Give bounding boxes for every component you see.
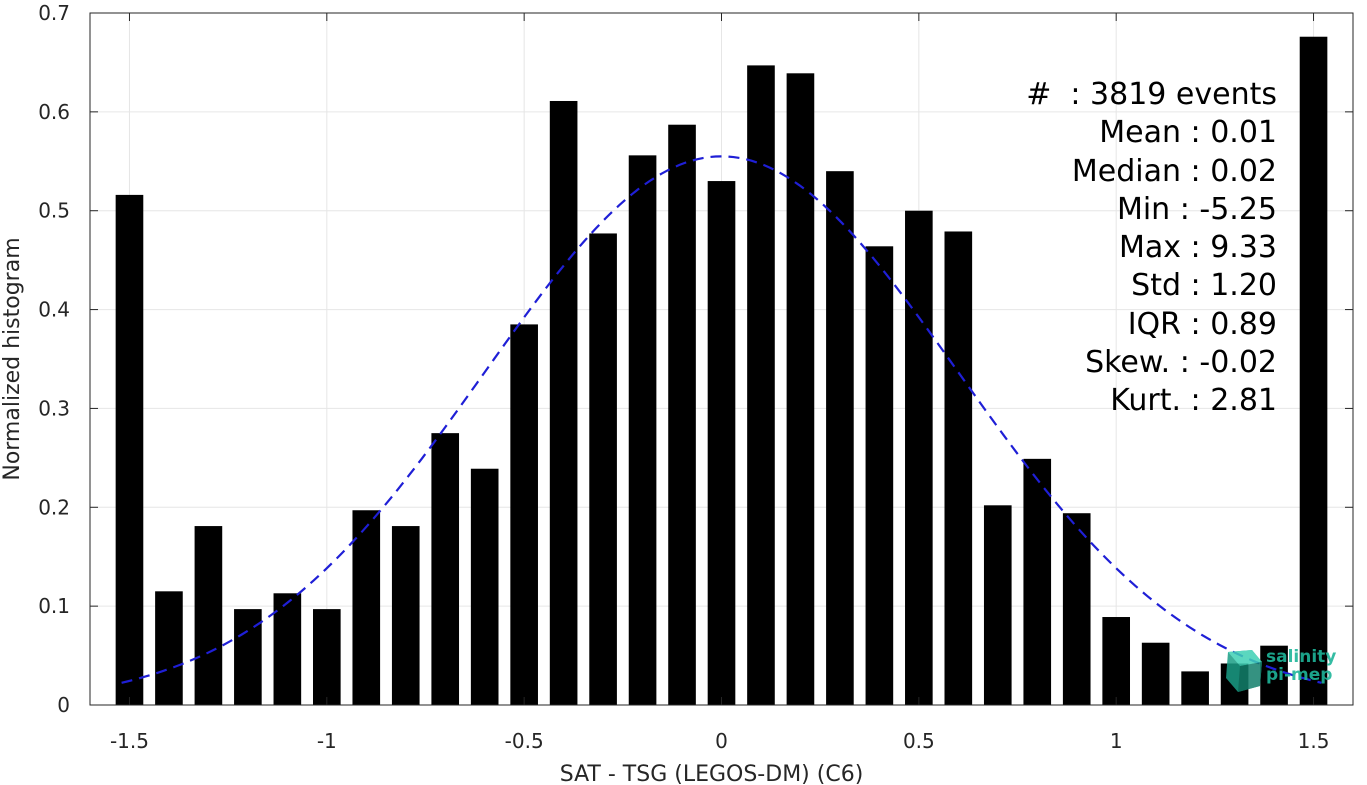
logo-cube-icon (1226, 650, 1262, 692)
histogram-bar (312, 609, 341, 705)
x-tick-label: -1.5 (110, 729, 149, 753)
stat-std: Std : 1.20 (1131, 268, 1277, 304)
histogram-bar (391, 526, 420, 705)
y-tick-label: 0.1 (38, 594, 70, 618)
y-tick-label: 0.6 (38, 100, 70, 124)
histogram-bar (1141, 642, 1170, 705)
y-tick-label: 0.4 (38, 298, 70, 322)
histogram-bar (1023, 458, 1052, 705)
histogram-bar (747, 65, 775, 705)
x-tick-labels: -1.5 -1 -0.5 0 0.5 1 1.5 (110, 729, 1329, 753)
stat-events: # : 3819 events (1026, 77, 1277, 112)
histogram-bar (155, 591, 183, 705)
histogram-bar (1102, 617, 1131, 705)
histogram-bar (905, 210, 933, 705)
logo-line-2: pi-mep (1266, 665, 1333, 685)
histogram-bar (273, 593, 302, 705)
statistics-box: # : 3819 events Mean : 0.01 Median : 0.0… (1026, 76, 1277, 421)
logo-line-1: salinity (1266, 647, 1337, 667)
histogram-bar (865, 246, 894, 705)
histogram-bar (589, 233, 617, 706)
axis-ticks (90, 12, 1353, 706)
x-tick-label: -0.5 (505, 729, 544, 753)
y-axis-label: Normalized histogram (0, 237, 25, 480)
histogram-bar (352, 510, 381, 705)
histogram-bars (115, 36, 1328, 706)
stat-skew: Skew. : -0.02 (1085, 345, 1277, 381)
histogram-bar (707, 181, 736, 706)
stat-max: Max : 9.33 (1119, 230, 1277, 266)
x-tick-label: 1.5 (1298, 729, 1330, 753)
histogram-bar (628, 155, 657, 706)
x-tick-label: 0.5 (903, 729, 935, 753)
stat-min: Min : -5.25 (1116, 191, 1277, 227)
histogram-bar (510, 324, 538, 705)
histogram-bar (1062, 513, 1091, 705)
y-tick-label: 0 (57, 693, 70, 717)
y-tick-label: 0.7 (38, 1, 70, 25)
histogram-bar (826, 171, 854, 705)
histogram-bar (1260, 645, 1288, 705)
histogram-bar (194, 526, 223, 705)
stat-iqr: IQR : 0.89 (1127, 306, 1277, 342)
histogram-bar (786, 73, 815, 705)
y-tick-label: 0.3 (38, 396, 70, 420)
x-axis-label: SAT - TSG (LEGOS-DM) (C6) (560, 762, 864, 785)
histogram-bar (1181, 671, 1209, 705)
histogram-bar (1299, 36, 1328, 706)
y-tick-label: 0.5 (38, 199, 70, 223)
normal-fit-curve (121, 155, 1322, 684)
x-tick-label: 0 (715, 729, 728, 753)
y-tick-labels: 0 0.1 0.2 0.3 0.4 0.5 0.6 0.7 (38, 1, 70, 717)
stat-kurt: Kurt. : 2.81 (1110, 383, 1277, 419)
stat-median: Median : 0.02 (1071, 153, 1277, 189)
x-tick-label: 1 (1110, 729, 1123, 753)
histogram-bar (944, 231, 973, 705)
salinity-pimep-logo: salinity pi-mep (1222, 648, 1342, 694)
histogram-bar (668, 124, 696, 706)
histogram-bar (983, 505, 1012, 705)
histogram-bar (470, 468, 499, 705)
histogram-bar (431, 433, 460, 705)
histogram-bar (549, 100, 578, 706)
histogram-bar (115, 194, 144, 705)
y-tick-label: 0.2 (38, 495, 70, 519)
x-tick-label: -1 (317, 729, 337, 753)
stat-mean: Mean : 0.01 (1099, 115, 1277, 151)
